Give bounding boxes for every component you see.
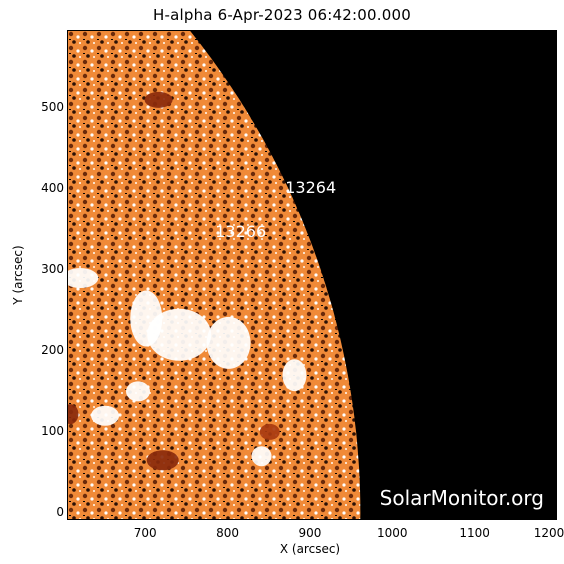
- disk-feature: [251, 446, 272, 467]
- active-region-label: 13264: [285, 177, 337, 197]
- disk-feature: [68, 404, 79, 425]
- y-tick-label: 500: [41, 99, 64, 114]
- disk-feature: [91, 405, 120, 426]
- y-tick-label: 0: [56, 504, 64, 519]
- y-axis-label: Y (arcsec): [11, 245, 25, 305]
- active-region-label: 13266: [215, 222, 267, 242]
- x-tick-label: 800: [216, 526, 240, 540]
- y-tick-label: 100: [41, 423, 64, 438]
- x-axis-label: X (arcsec): [279, 542, 341, 556]
- map-title: H-alpha 6-Apr-2023 06:42:00.000: [153, 6, 411, 24]
- disk-feature: [206, 316, 251, 369]
- x-tick-label: 1200: [533, 526, 564, 540]
- disk-feature: [259, 423, 280, 440]
- disk-feature: [146, 450, 179, 471]
- solar-disk-image: [68, 31, 556, 519]
- x-tick-label: 900: [298, 526, 322, 540]
- x-tick-label: 1100: [459, 526, 490, 540]
- x-tick-label: 1000: [377, 526, 408, 540]
- disk-feature: [144, 91, 173, 108]
- disk-feature: [126, 381, 150, 402]
- solar-map-frame: [67, 30, 557, 520]
- disk-feature: [68, 268, 99, 289]
- y-tick-label: 300: [41, 261, 64, 276]
- y-tick-label: 400: [41, 180, 64, 195]
- solarmonitor-watermark: SolarMonitor.org: [379, 486, 544, 510]
- disk-feature: [282, 359, 307, 392]
- disk-feature: [147, 308, 212, 361]
- x-tick-label: 700: [133, 526, 157, 540]
- y-tick-label: 200: [41, 342, 64, 357]
